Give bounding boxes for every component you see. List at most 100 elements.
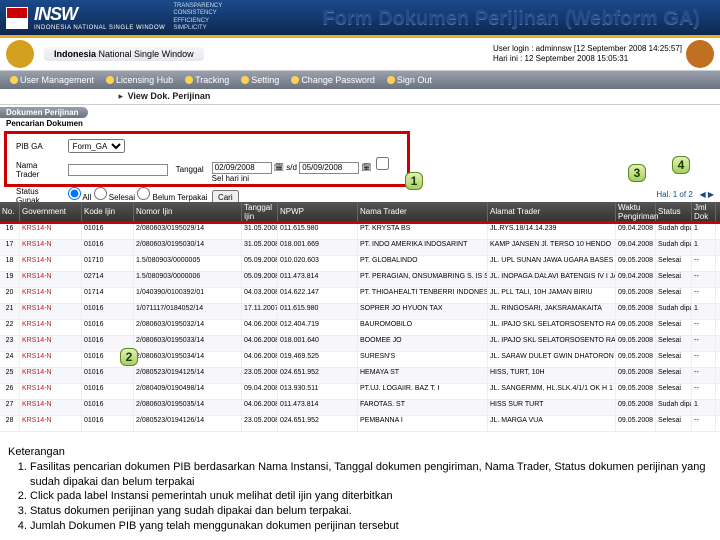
table-cell: JL. MARGA VUA [488,416,616,431]
col-header[interactable]: Nomor Ijin [134,202,242,221]
opt-label: All [82,193,91,202]
table-row[interactable]: 19KRS14-N027141.5/080903/000000605.09.20… [0,272,720,288]
sd-label: s/d [286,163,297,172]
col-header[interactable]: Nama Trader [358,202,488,221]
col-header[interactable]: Status [656,202,692,221]
table-row[interactable]: 18KRS14-N017101.5/080903/000000505.09.20… [0,256,720,272]
table-cell: 01016 [82,240,134,255]
nav-change-password[interactable]: Change Password [287,75,379,85]
col-header[interactable]: Government [20,202,82,221]
table-cell: Selesai [656,256,692,271]
table-cell: 2/080603/0195030/14 [134,240,242,255]
table-cell: -- [692,272,716,287]
table-cell: 04.06.2008 [242,336,278,351]
opt-belum[interactable]: Belum Terpakai [137,193,207,202]
keterangan-item: Click pada label Instansi pemerintah unu… [30,489,712,504]
table-cell: 1 [692,240,716,255]
table-cell: 04.03.2008 [242,288,278,303]
table-row[interactable]: 23KRS14-N010162/080603/0195033/1404.06.2… [0,336,720,352]
callout-3: 3 [628,164,646,182]
brand-sub: National Single Window [99,49,194,59]
page-next[interactable]: ▶ [708,190,714,199]
col-header[interactable]: Tanggal Ijin [242,202,278,221]
table-cell: KRS14-N [20,320,82,335]
table-row[interactable]: 27KRS14-N010162/080603/0195035/1404.06.2… [0,400,720,416]
table-cell: 09.05.2008 [616,288,656,303]
table-cell: -- [692,288,716,303]
table-row[interactable]: 28KRS14-N010162/080523/0194126/1423.05.2… [0,416,720,432]
table-cell: JL. RINGOSARI, JAKSRAMAKAITA [488,304,616,319]
table-row[interactable]: 24KRS14-N010162/080603/0195034/1404.06.2… [0,352,720,368]
table-row[interactable]: 26KRS14-N010162/080409/0190498/1409.04.2… [0,384,720,400]
table-cell: Selesai [656,336,692,351]
table-cell: 09.05.2008 [616,320,656,335]
table-row[interactable]: 21KRS14-N010161/071117/0184052/1417.11.2… [0,304,720,320]
garuda-seal-icon [6,40,34,68]
table-cell: HISS, TURT, 10H [488,368,616,383]
table-cell: 2/080409/0190498/14 [134,384,242,399]
table-cell: JL. SANGERMM, HL.SLK.4/1/1 OK H 1 UNIT [488,384,616,399]
nav-licensing-hub[interactable]: Licensing Hub [102,75,177,85]
table-cell: KRS14-N [20,224,82,239]
table-cell: Selesai [656,416,692,431]
date-to-input[interactable] [299,162,359,174]
date-from-input[interactable] [212,162,272,174]
nav-user-management[interactable]: User Management [6,75,98,85]
table-row[interactable]: 25KRS14-N010162/080523/0194125/1423.05.2… [0,368,720,384]
cal-icon[interactable]: 🗓 [361,163,371,172]
col-header[interactable]: Waktu Pengiriman [616,202,656,221]
col-header[interactable]: Jml Dok [692,202,716,221]
table-cell: PT. INDO AMERIKA INDOSARINT [358,240,488,255]
table-cell: PT. GLOBALINDO [358,256,488,271]
table-cell: SOPRER JO HYUON TAX [358,304,488,319]
pib-label: PIB GA [13,138,63,154]
app-header: Indonesia National Single Window User lo… [0,38,720,71]
table-row[interactable]: 22KRS14-N010162/080603/0195032/1404.06.2… [0,320,720,336]
trader-input[interactable] [68,164,168,176]
col-header[interactable]: No. [0,202,20,221]
table-cell: 21 [0,304,20,319]
table-cell: BOOMEE JO [358,336,488,351]
table-cell: 014.622.147 [278,288,358,303]
table-cell: PEMBANNA I [358,416,488,431]
form-ga-select[interactable]: Form_GA [68,139,125,153]
table-cell: 010.020.603 [278,256,358,271]
table-row[interactable]: 20KRS14-N017141/040390/0100392/0104.03.2… [0,288,720,304]
table-cell: 18 [0,256,20,271]
opt-selesai[interactable]: Selesai [94,193,135,202]
table-cell: 09.05.2008 [616,352,656,367]
nav-setting[interactable]: Setting [237,75,283,85]
opt-all[interactable]: All [68,193,92,202]
table-cell: 23.05.2008 [242,368,278,383]
sel-hari-label: Sel hari ini [212,174,249,183]
opt-label: Selesai [109,193,135,202]
tagline: TRANSPARENCY CONSISTENCY EFFICIENCY SIMP… [173,3,222,32]
nav-tracking[interactable]: Tracking [181,75,233,85]
callout-1: 1 [405,172,423,190]
table-cell: 2/080603/0195034/14 [134,352,242,367]
table-cell: 2/080523/0194126/14 [134,416,242,431]
keterangan-panel: Keterangan Fasilitas pencarian dokumen P… [8,445,712,534]
table-cell: JL. INOPAGA DALAVI BATENGIS IV I JAKARTA [488,272,616,287]
table-row[interactable]: 17KRS14-N010162/080603/0195030/1431.05.2… [0,240,720,256]
page-title: Form Dokumen Perijinan (Webform GA) [323,2,710,30]
table-cell: 28 [0,416,20,431]
bullet-icon [106,76,114,84]
table-cell: PT. PERAGIAN, ONSUMABRING S. IS SOLKATA [358,272,488,287]
col-header[interactable]: NPWP [278,202,358,221]
col-header[interactable]: Alamat Trader [488,202,616,221]
callout-4: 4 [672,156,690,174]
table-cell: 01016 [82,368,134,383]
table-cell: Selesai [656,272,692,287]
subtab-view-dok[interactable]: View Dok. Perijinan [128,91,211,101]
table-cell: -- [692,256,716,271]
table-row[interactable]: 16KRS14-N010162/080603/0195029/1431.05.2… [0,224,720,240]
table-cell: KRS14-N [20,256,82,271]
col-header[interactable]: Kode Ijin [82,202,134,221]
search-panel: PIB GA Form_GA Nama Trader Tanggal 🗓 s/d… [4,131,410,187]
table-cell: PT. THIOAHEALTI TENBERRI INDONESIA [358,288,488,303]
nav-sign-out[interactable]: Sign Out [383,75,436,85]
cal-icon[interactable]: 🗓 [274,163,284,172]
bullet-icon [387,76,395,84]
page-prev[interactable]: ◀ [699,190,705,199]
